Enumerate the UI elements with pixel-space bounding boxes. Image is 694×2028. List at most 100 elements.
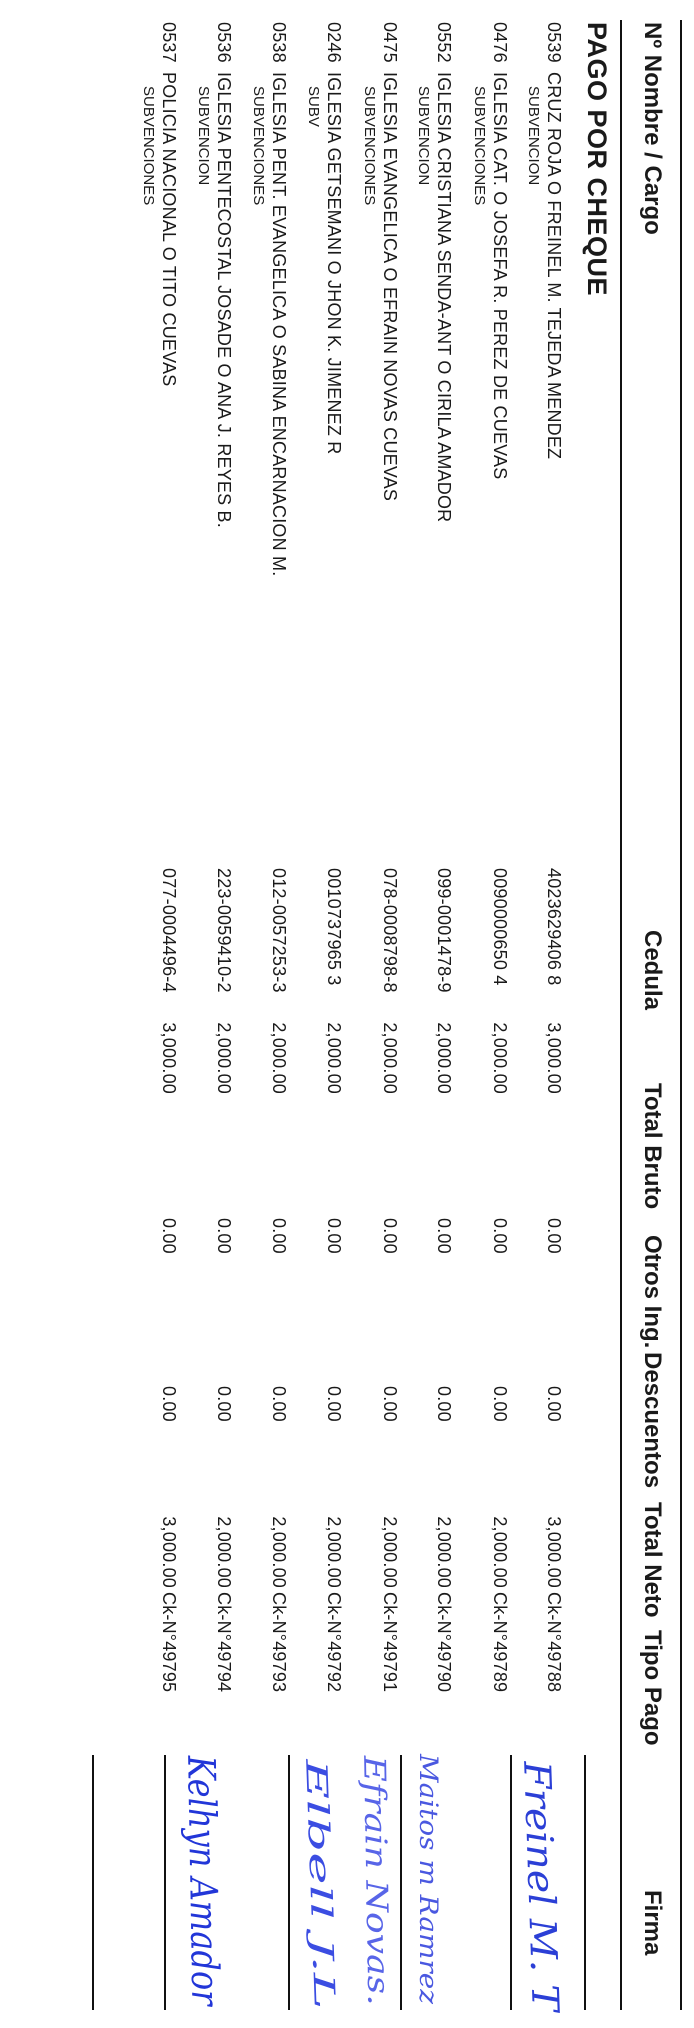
row-tipo-pago: Ck-N°49794 xyxy=(214,1592,234,1693)
row-cedula: 0090000650 4 xyxy=(490,868,510,986)
row-cargo: SUBVENCION xyxy=(415,86,432,186)
signature-text: Efrain Novas. xyxy=(356,1754,395,2006)
header-descuentos: Descuentos xyxy=(639,1352,666,1489)
header-otros-ing: Otros Ing. xyxy=(639,1235,666,1349)
header-total-bruto: Total Bruto xyxy=(639,1083,666,1210)
row-number: 0536 xyxy=(214,22,234,63)
top-rule xyxy=(680,20,682,2010)
row-total-bruto: 2,000.00 xyxy=(269,1022,289,1094)
table-row: 0539 CRUZ ROJA O FREINEL M. TEJEDA MENDEZ… xyxy=(502,0,564,2028)
row-otros-ing: 0.00 xyxy=(159,1218,179,1254)
row-total-neto: 2,000.00 xyxy=(434,1516,454,1588)
row-descuentos: 0.00 xyxy=(490,1386,510,1422)
signature-text: Kelhyn Amador xyxy=(179,1754,227,2008)
header-no-nombre: Nº Nombre / Cargo xyxy=(639,22,666,235)
row-total-neto: 3,000.00 xyxy=(159,1516,179,1588)
row-tipo-pago: Ck-N°49788 xyxy=(544,1592,564,1693)
row-total-bruto: 2,000.00 xyxy=(490,1022,510,1094)
row-total-bruto: 3,000.00 xyxy=(544,1022,564,1094)
handwritten-signature: Maitos m Ramrez xyxy=(414,1753,443,2005)
table-row: 0552 IGLESIA CRISTIANA SENDA-ANT O CIRILA… xyxy=(392,0,454,2028)
section-title: PAGO POR CHEQUE xyxy=(582,22,612,297)
row-otros-ing: 0.00 xyxy=(269,1218,289,1254)
row-tipo-pago: Ck-N°49791 xyxy=(380,1592,400,1693)
row-descuentos: 0.00 xyxy=(324,1386,344,1422)
signature-text: Maitos m Ramrez xyxy=(414,1753,443,2005)
signature-line xyxy=(510,1755,512,2010)
row-cargo: SUBVENCIONES xyxy=(250,86,267,206)
row-cedula: 4023629406 8 xyxy=(544,868,564,986)
row-tipo-pago: Ck-N°49795 xyxy=(159,1592,179,1693)
row-number: 0476 xyxy=(490,22,510,63)
row-cedula: 012-0057253-3 xyxy=(269,868,289,993)
row-cedula: 077-0004496-4 xyxy=(159,868,179,993)
table-row: 0538 IGLESIA PENT. EVANGELICA O SABINA EN… xyxy=(227,0,289,2028)
row-cargo: SUBVENCIONES xyxy=(471,86,488,206)
row-total-bruto: 2,000.00 xyxy=(434,1022,454,1094)
row-nombre: POLICIA NACIONAL O TITO CUEVAS xyxy=(159,72,179,387)
row-number: 0552 xyxy=(434,22,454,63)
row-total-neto: 3,000.00 xyxy=(544,1516,564,1588)
table-row: 0536 IGLESIA PENTECOSTAL JOSADE O ANA J. … xyxy=(172,0,234,2028)
header-tipo-pago: Tipo Pago xyxy=(639,1630,666,1746)
row-nombre: IGLESIA CRISTIANA SENDA-ANT O CIRILA AMA… xyxy=(434,72,454,523)
handwritten-signature: Kelhyn Amador xyxy=(179,1754,227,2008)
row-total-bruto: 2,000.00 xyxy=(214,1022,234,1094)
row-descuentos: 0.00 xyxy=(269,1386,289,1422)
row-number: 0246 xyxy=(324,22,344,63)
row-cedula: 0010737965 3 xyxy=(324,868,344,986)
row-cedula: 078-0008798-8 xyxy=(380,868,400,993)
row-nombre: IGLESIA PENT. EVANGELICA O SABINA ENCARN… xyxy=(269,72,289,577)
row-descuentos: 0.00 xyxy=(544,1386,564,1422)
row-descuentos: 0.00 xyxy=(434,1386,454,1422)
header-rule xyxy=(620,20,622,2010)
header-cedula: Cedula xyxy=(639,930,666,1011)
handwritten-signature: Freinel M. T xyxy=(515,1759,567,2014)
header-total-neto: Total Neto xyxy=(639,1502,666,1618)
row-nombre: IGLESIA CAT. O JOSEFA R. PEREZ DE CUEVAS xyxy=(490,72,510,480)
signature-line xyxy=(288,1755,290,2010)
row-total-bruto: 2,000.00 xyxy=(324,1022,344,1094)
row-otros-ing: 0.00 xyxy=(490,1218,510,1254)
row-total-neto: 2,000.00 xyxy=(214,1516,234,1588)
row-descuentos: 0.00 xyxy=(159,1386,179,1422)
row-total-neto: 2,000.00 xyxy=(380,1516,400,1588)
row-cargo: SUBVENCION xyxy=(195,86,212,186)
row-number: 0537 xyxy=(159,22,179,63)
row-descuentos: 0.00 xyxy=(214,1386,234,1422)
handwritten-signature: Efrain Novas. xyxy=(356,1754,395,2006)
row-nombre: IGLESIA EVANGELICA O EFRAIN NOVAS CUEVAS xyxy=(380,72,400,502)
row-cedula: 099-0001478-9 xyxy=(434,868,454,993)
row-total-bruto: 2,000.00 xyxy=(380,1022,400,1094)
header-firma: Firma xyxy=(639,1890,666,1956)
row-total-bruto: 3,000.00 xyxy=(159,1022,179,1094)
signature-text: Freinel M. T xyxy=(515,1759,567,2014)
row-otros-ing: 0.00 xyxy=(214,1218,234,1254)
row-cargo: SUBV xyxy=(305,86,322,127)
row-otros-ing: 0.00 xyxy=(544,1218,564,1254)
row-otros-ing: 0.00 xyxy=(434,1218,454,1254)
handwritten-signature: Elbell J.L xyxy=(299,1757,342,2010)
table-row: 0537 POLICIA NACIONAL O TITO CUEVAS SUBVEN… xyxy=(117,0,179,2028)
table-row: 0246 IGLESIA GETSEMANI O JHON K. JIMENEZ … xyxy=(282,0,344,2028)
row-tipo-pago: Ck-N°49790 xyxy=(434,1592,454,1693)
row-nombre: IGLESIA GETSEMANI O JHON K. JIMENEZ R xyxy=(324,72,344,455)
signature-line xyxy=(92,1755,94,2010)
row-cargo: SUBVENCIONES xyxy=(140,86,157,206)
row-cargo: SUBVENCION xyxy=(525,86,542,186)
row-total-neto: 2,000.00 xyxy=(269,1516,289,1588)
row-descuentos: 0.00 xyxy=(380,1386,400,1422)
signature-line xyxy=(164,1755,166,2010)
row-number: 0539 xyxy=(544,22,564,63)
row-tipo-pago: Ck-N°49793 xyxy=(269,1592,289,1693)
row-cedula: 223-0059410-2 xyxy=(214,868,234,993)
table-row: 0475 IGLESIA EVANGELICA O EFRAIN NOVAS CU… xyxy=(338,0,400,2028)
signature-line xyxy=(584,1755,586,2010)
row-cargo: SUBVENCIONES xyxy=(361,86,378,206)
row-nombre: IGLESIA PENTECOSTAL JOSADE O ANA J. REYE… xyxy=(214,72,234,528)
row-otros-ing: 0.00 xyxy=(380,1218,400,1254)
row-tipo-pago: Ck-N°49792 xyxy=(324,1592,344,1693)
row-number: 0538 xyxy=(269,22,289,63)
row-number: 0475 xyxy=(380,22,400,63)
